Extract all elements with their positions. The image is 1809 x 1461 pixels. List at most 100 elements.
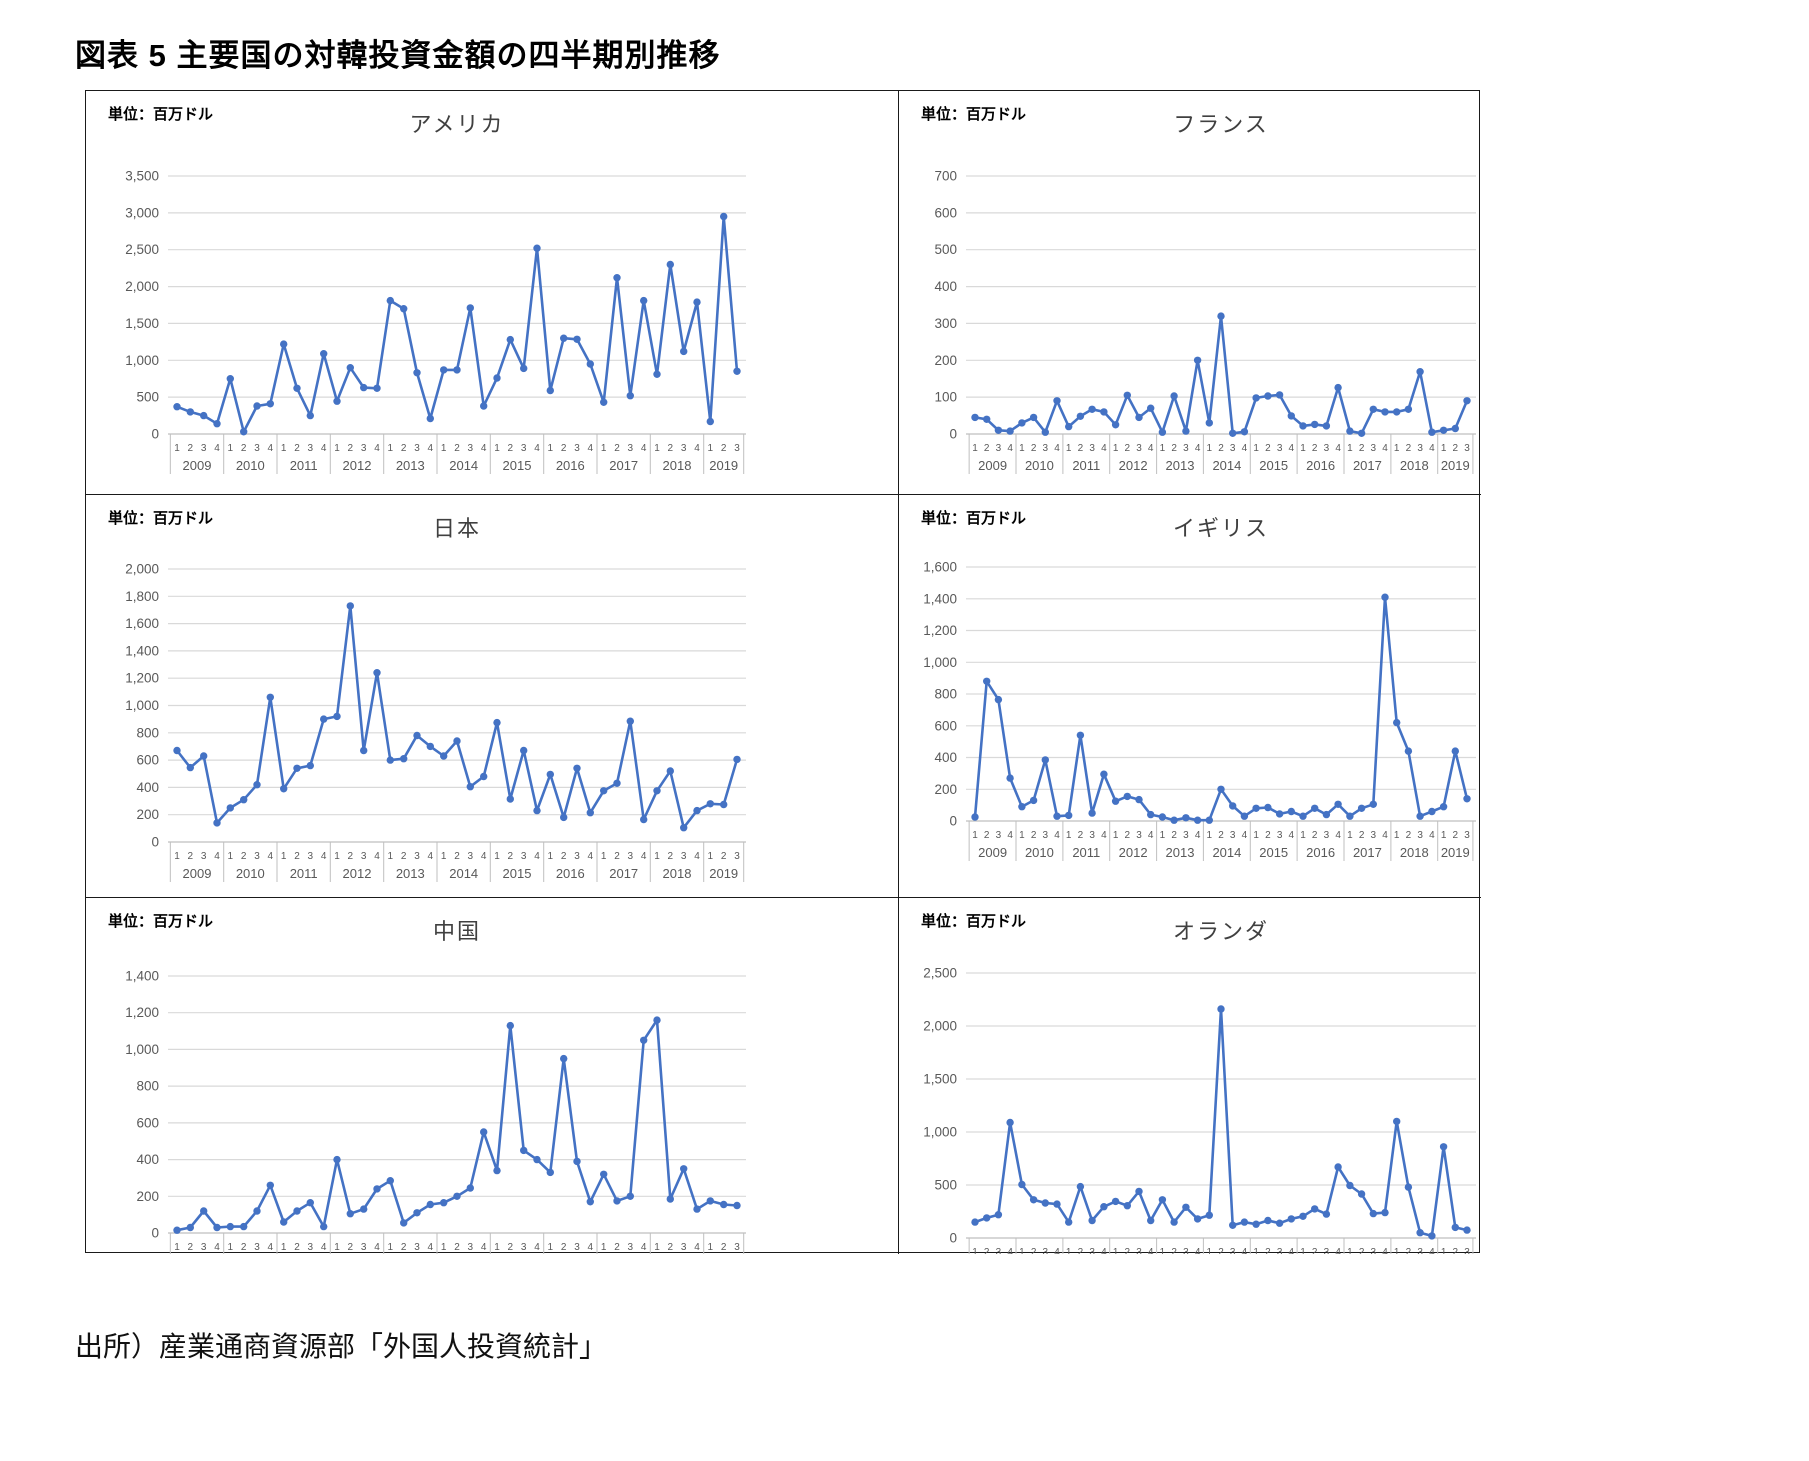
svg-text:3: 3 xyxy=(681,1242,687,1253)
svg-text:2: 2 xyxy=(508,851,514,862)
svg-text:4: 4 xyxy=(1148,830,1154,841)
svg-text:4: 4 xyxy=(481,443,487,454)
svg-text:4: 4 xyxy=(1007,1247,1013,1254)
svg-text:2: 2 xyxy=(1453,443,1459,454)
svg-text:1: 1 xyxy=(1347,830,1353,841)
svg-text:4: 4 xyxy=(374,443,380,454)
svg-text:4: 4 xyxy=(1289,1247,1295,1254)
svg-text:600: 600 xyxy=(136,753,159,768)
svg-text:2,000: 2,000 xyxy=(125,562,159,577)
svg-text:4: 4 xyxy=(214,1242,220,1253)
svg-text:500: 500 xyxy=(934,242,957,257)
svg-text:3: 3 xyxy=(308,1242,314,1253)
svg-text:1: 1 xyxy=(1160,1247,1166,1254)
svg-text:1: 1 xyxy=(548,851,554,862)
svg-text:2015: 2015 xyxy=(503,866,532,881)
svg-text:1: 1 xyxy=(601,443,607,454)
svg-text:1: 1 xyxy=(1300,830,1306,841)
svg-text:3: 3 xyxy=(1464,830,1470,841)
svg-text:2: 2 xyxy=(508,1242,514,1253)
svg-text:700: 700 xyxy=(934,169,957,184)
svg-text:2011: 2011 xyxy=(290,458,318,473)
svg-text:200: 200 xyxy=(136,1189,159,1204)
svg-text:4: 4 xyxy=(1242,443,1248,454)
svg-text:2: 2 xyxy=(454,443,460,454)
svg-text:3: 3 xyxy=(1043,1247,1049,1254)
svg-text:2: 2 xyxy=(348,443,354,454)
svg-text:1: 1 xyxy=(1253,830,1259,841)
svg-text:2: 2 xyxy=(1031,1247,1037,1254)
svg-text:1: 1 xyxy=(654,1242,660,1253)
svg-text:2: 2 xyxy=(241,443,247,454)
svg-text:3: 3 xyxy=(521,443,527,454)
svg-text:1,200: 1,200 xyxy=(923,623,957,638)
svg-text:4: 4 xyxy=(588,443,594,454)
svg-text:4: 4 xyxy=(1429,830,1435,841)
svg-text:2017: 2017 xyxy=(609,866,638,881)
svg-text:3: 3 xyxy=(1089,830,1095,841)
svg-text:1: 1 xyxy=(1113,1247,1119,1254)
svg-text:1: 1 xyxy=(972,443,978,454)
svg-text:2: 2 xyxy=(188,443,194,454)
svg-text:4: 4 xyxy=(321,443,327,454)
svg-text:1: 1 xyxy=(1347,443,1353,454)
svg-text:1: 1 xyxy=(388,443,394,454)
svg-text:600: 600 xyxy=(934,205,957,220)
svg-text:1,000: 1,000 xyxy=(923,1125,957,1140)
svg-text:4: 4 xyxy=(1101,1247,1107,1254)
svg-text:2012: 2012 xyxy=(343,458,372,473)
svg-text:2019: 2019 xyxy=(1441,458,1470,473)
svg-text:1: 1 xyxy=(494,851,500,862)
svg-text:3: 3 xyxy=(414,443,420,454)
svg-text:1: 1 xyxy=(174,1242,180,1253)
svg-text:2: 2 xyxy=(1078,1247,1084,1254)
svg-text:3: 3 xyxy=(1277,1247,1283,1254)
svg-text:3: 3 xyxy=(628,1242,634,1253)
svg-text:400: 400 xyxy=(934,750,957,765)
svg-text:1,600: 1,600 xyxy=(923,560,957,575)
svg-text:1: 1 xyxy=(228,851,234,862)
svg-text:2: 2 xyxy=(1453,1247,1459,1254)
svg-text:1,500: 1,500 xyxy=(125,316,159,331)
svg-text:1: 1 xyxy=(972,830,978,841)
svg-text:1: 1 xyxy=(388,1242,394,1253)
svg-text:2015: 2015 xyxy=(1259,845,1288,860)
svg-text:3: 3 xyxy=(1043,830,1049,841)
svg-text:2: 2 xyxy=(1078,443,1084,454)
svg-text:2016: 2016 xyxy=(1306,458,1335,473)
svg-text:4: 4 xyxy=(268,1242,274,1253)
svg-text:1,500: 1,500 xyxy=(923,1072,957,1087)
svg-text:2: 2 xyxy=(508,443,514,454)
svg-text:1: 1 xyxy=(1300,443,1306,454)
svg-text:2: 2 xyxy=(561,1242,567,1253)
svg-text:4: 4 xyxy=(1054,1247,1060,1254)
svg-text:1: 1 xyxy=(548,443,554,454)
svg-text:4: 4 xyxy=(321,851,327,862)
svg-text:2: 2 xyxy=(1359,443,1365,454)
svg-text:4: 4 xyxy=(214,851,220,862)
svg-text:3: 3 xyxy=(1324,1247,1330,1254)
svg-text:1: 1 xyxy=(708,851,714,862)
svg-text:3: 3 xyxy=(1371,1247,1377,1254)
svg-text:2: 2 xyxy=(1171,443,1177,454)
chart-title: アメリカ xyxy=(409,112,505,137)
svg-text:2: 2 xyxy=(614,851,620,862)
svg-text:1: 1 xyxy=(228,1242,234,1253)
svg-text:500: 500 xyxy=(934,1178,957,1193)
svg-text:3: 3 xyxy=(1230,443,1236,454)
svg-text:2: 2 xyxy=(614,1242,620,1253)
svg-text:2,000: 2,000 xyxy=(923,1019,957,1034)
svg-text:300: 300 xyxy=(934,316,957,331)
svg-text:4: 4 xyxy=(1148,443,1154,454)
svg-text:1: 1 xyxy=(334,443,340,454)
svg-text:3: 3 xyxy=(734,443,740,454)
svg-text:3: 3 xyxy=(521,851,527,862)
svg-text:2010: 2010 xyxy=(236,866,265,881)
svg-text:3: 3 xyxy=(1183,830,1189,841)
svg-text:4: 4 xyxy=(588,851,594,862)
svg-text:2013: 2013 xyxy=(396,458,425,473)
svg-text:2012: 2012 xyxy=(1119,458,1148,473)
svg-text:1,000: 1,000 xyxy=(923,655,957,670)
svg-text:1: 1 xyxy=(1160,443,1166,454)
